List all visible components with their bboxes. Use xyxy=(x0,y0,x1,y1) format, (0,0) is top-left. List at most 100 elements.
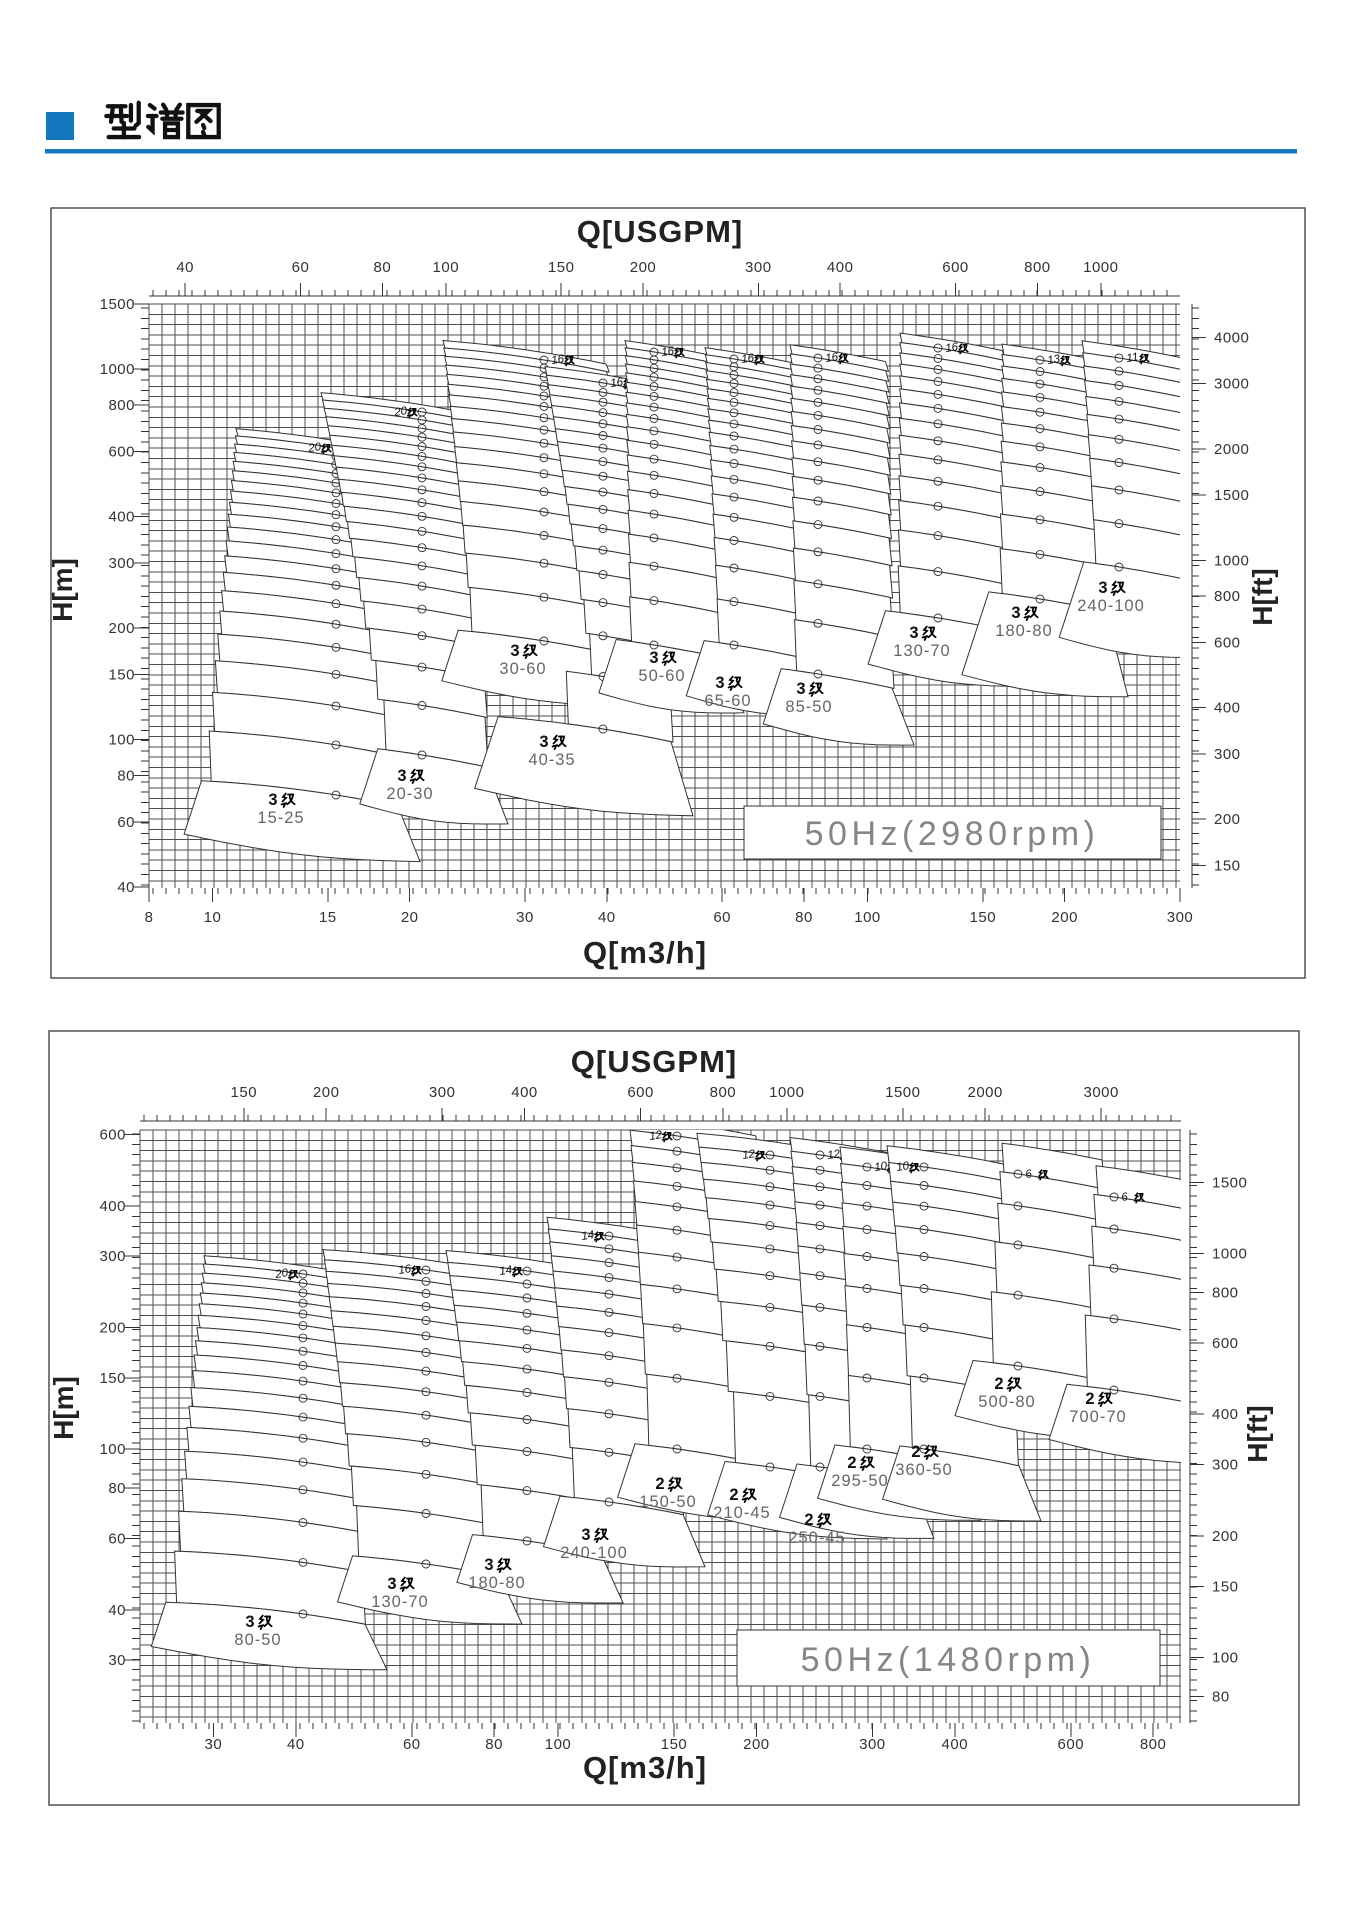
svg-text:300: 300 xyxy=(429,1084,456,1101)
svg-text:30: 30 xyxy=(205,1736,223,1753)
svg-text:300: 300 xyxy=(1167,909,1194,926)
svg-text:200: 200 xyxy=(313,1084,340,1101)
svg-text:150: 150 xyxy=(231,1084,258,1101)
svg-text:2000: 2000 xyxy=(1214,441,1249,458)
svg-text:1500: 1500 xyxy=(1214,487,1249,504)
svg-text:600: 600 xyxy=(1212,1335,1239,1352)
svg-text:80: 80 xyxy=(795,909,813,926)
svg-text:2: 2 xyxy=(729,1486,738,1504)
svg-text:1500: 1500 xyxy=(100,296,135,313)
svg-text:3: 3 xyxy=(909,624,918,642)
svg-text:60: 60 xyxy=(292,259,310,276)
svg-text:80: 80 xyxy=(1212,1689,1230,1706)
svg-text:50Hz(1480rpm): 50Hz(1480rpm) xyxy=(801,1641,1096,1679)
svg-text:20: 20 xyxy=(393,405,409,419)
svg-text:40: 40 xyxy=(598,909,616,926)
svg-text:240-100: 240-100 xyxy=(1077,597,1145,615)
svg-text:6: 6 xyxy=(1025,1168,1034,1181)
svg-text:16: 16 xyxy=(741,352,756,366)
svg-text:150: 150 xyxy=(970,909,997,926)
svg-text:40: 40 xyxy=(117,879,135,896)
svg-text:300: 300 xyxy=(1212,1457,1239,1474)
svg-text:3000: 3000 xyxy=(1214,376,1249,393)
svg-text:10: 10 xyxy=(896,1160,911,1174)
svg-text:1000: 1000 xyxy=(1214,552,1249,569)
svg-text:130-70: 130-70 xyxy=(371,1593,428,1611)
svg-text:600: 600 xyxy=(99,1127,126,1144)
svg-text:1500: 1500 xyxy=(1212,1174,1247,1191)
svg-text:3: 3 xyxy=(510,642,519,660)
svg-text:800: 800 xyxy=(1140,1736,1167,1753)
svg-text:400: 400 xyxy=(1212,1406,1239,1423)
svg-text:80: 80 xyxy=(108,1480,126,1497)
svg-text:80: 80 xyxy=(117,768,135,785)
svg-text:13: 13 xyxy=(1047,353,1062,367)
svg-text:500-80: 500-80 xyxy=(978,1393,1035,1411)
svg-text:12: 12 xyxy=(742,1148,757,1162)
svg-text:400: 400 xyxy=(827,259,854,276)
svg-text:3: 3 xyxy=(1011,604,1020,622)
svg-text:16: 16 xyxy=(398,1263,413,1277)
svg-text:Q[USGPM]: Q[USGPM] xyxy=(571,1044,737,1079)
svg-text:16: 16 xyxy=(551,353,566,367)
svg-text:600: 600 xyxy=(627,1084,654,1101)
svg-text:800: 800 xyxy=(1214,588,1241,605)
svg-text:H[ft]: H[ft] xyxy=(1247,568,1278,626)
svg-text:200: 200 xyxy=(108,620,135,637)
svg-text:80: 80 xyxy=(374,259,392,276)
svg-text:60: 60 xyxy=(713,909,731,926)
svg-text:2: 2 xyxy=(847,1454,856,1472)
svg-text:30-60: 30-60 xyxy=(499,660,546,678)
svg-text:3: 3 xyxy=(268,791,277,809)
svg-text:10: 10 xyxy=(874,1160,889,1174)
svg-text:2: 2 xyxy=(911,1443,920,1461)
svg-text:100: 100 xyxy=(433,259,460,276)
svg-text:2: 2 xyxy=(994,1375,1003,1393)
svg-text:40: 40 xyxy=(176,259,194,276)
svg-text:15-25: 15-25 xyxy=(257,809,304,827)
svg-text:600: 600 xyxy=(108,443,135,460)
svg-text:800: 800 xyxy=(1212,1285,1239,1302)
svg-text:1000: 1000 xyxy=(769,1084,804,1101)
svg-text:295-50: 295-50 xyxy=(831,1472,888,1490)
svg-text:Q[USGPM]: Q[USGPM] xyxy=(577,214,743,249)
svg-text:50-60: 50-60 xyxy=(638,667,685,685)
svg-text:50Hz(2980rpm): 50Hz(2980rpm) xyxy=(805,815,1100,853)
svg-text:200: 200 xyxy=(99,1319,126,1336)
svg-text:150: 150 xyxy=(99,1370,126,1387)
svg-text:3: 3 xyxy=(715,674,724,692)
svg-text:10: 10 xyxy=(204,909,222,926)
svg-text:20: 20 xyxy=(401,909,419,926)
svg-text:300: 300 xyxy=(1214,746,1241,763)
svg-text:65-60: 65-60 xyxy=(704,692,751,710)
svg-text:100: 100 xyxy=(854,909,881,926)
svg-text:130-70: 130-70 xyxy=(893,642,950,660)
svg-text:3: 3 xyxy=(484,1556,493,1574)
svg-text:6: 6 xyxy=(1121,1191,1130,1204)
svg-text:4000: 4000 xyxy=(1214,329,1249,346)
svg-text:150: 150 xyxy=(548,259,575,276)
svg-text:20: 20 xyxy=(307,441,323,455)
svg-text:200: 200 xyxy=(1214,811,1241,828)
svg-text:80: 80 xyxy=(485,1736,503,1753)
svg-text:100: 100 xyxy=(99,1441,126,1458)
svg-text:250-45: 250-45 xyxy=(788,1529,845,1547)
svg-text:16: 16 xyxy=(610,376,625,390)
svg-text:1000: 1000 xyxy=(100,361,135,378)
svg-text:600: 600 xyxy=(1058,1736,1085,1753)
svg-text:3: 3 xyxy=(245,1613,254,1631)
svg-text:16: 16 xyxy=(825,351,840,365)
svg-text:100: 100 xyxy=(545,1736,572,1753)
svg-text:30: 30 xyxy=(108,1652,126,1669)
svg-text:14: 14 xyxy=(499,1264,513,1278)
svg-text:200: 200 xyxy=(1212,1528,1239,1545)
svg-text:400: 400 xyxy=(1214,700,1241,717)
svg-text:Q[m3/h]: Q[m3/h] xyxy=(583,1750,707,1785)
svg-text:150: 150 xyxy=(661,1736,688,1753)
svg-text:360-50: 360-50 xyxy=(895,1461,952,1479)
svg-text:400: 400 xyxy=(108,509,135,526)
svg-text:H[ft]: H[ft] xyxy=(1242,1405,1273,1463)
svg-text:40: 40 xyxy=(108,1602,126,1619)
svg-text:600: 600 xyxy=(1214,635,1241,652)
svg-text:16: 16 xyxy=(945,341,960,355)
